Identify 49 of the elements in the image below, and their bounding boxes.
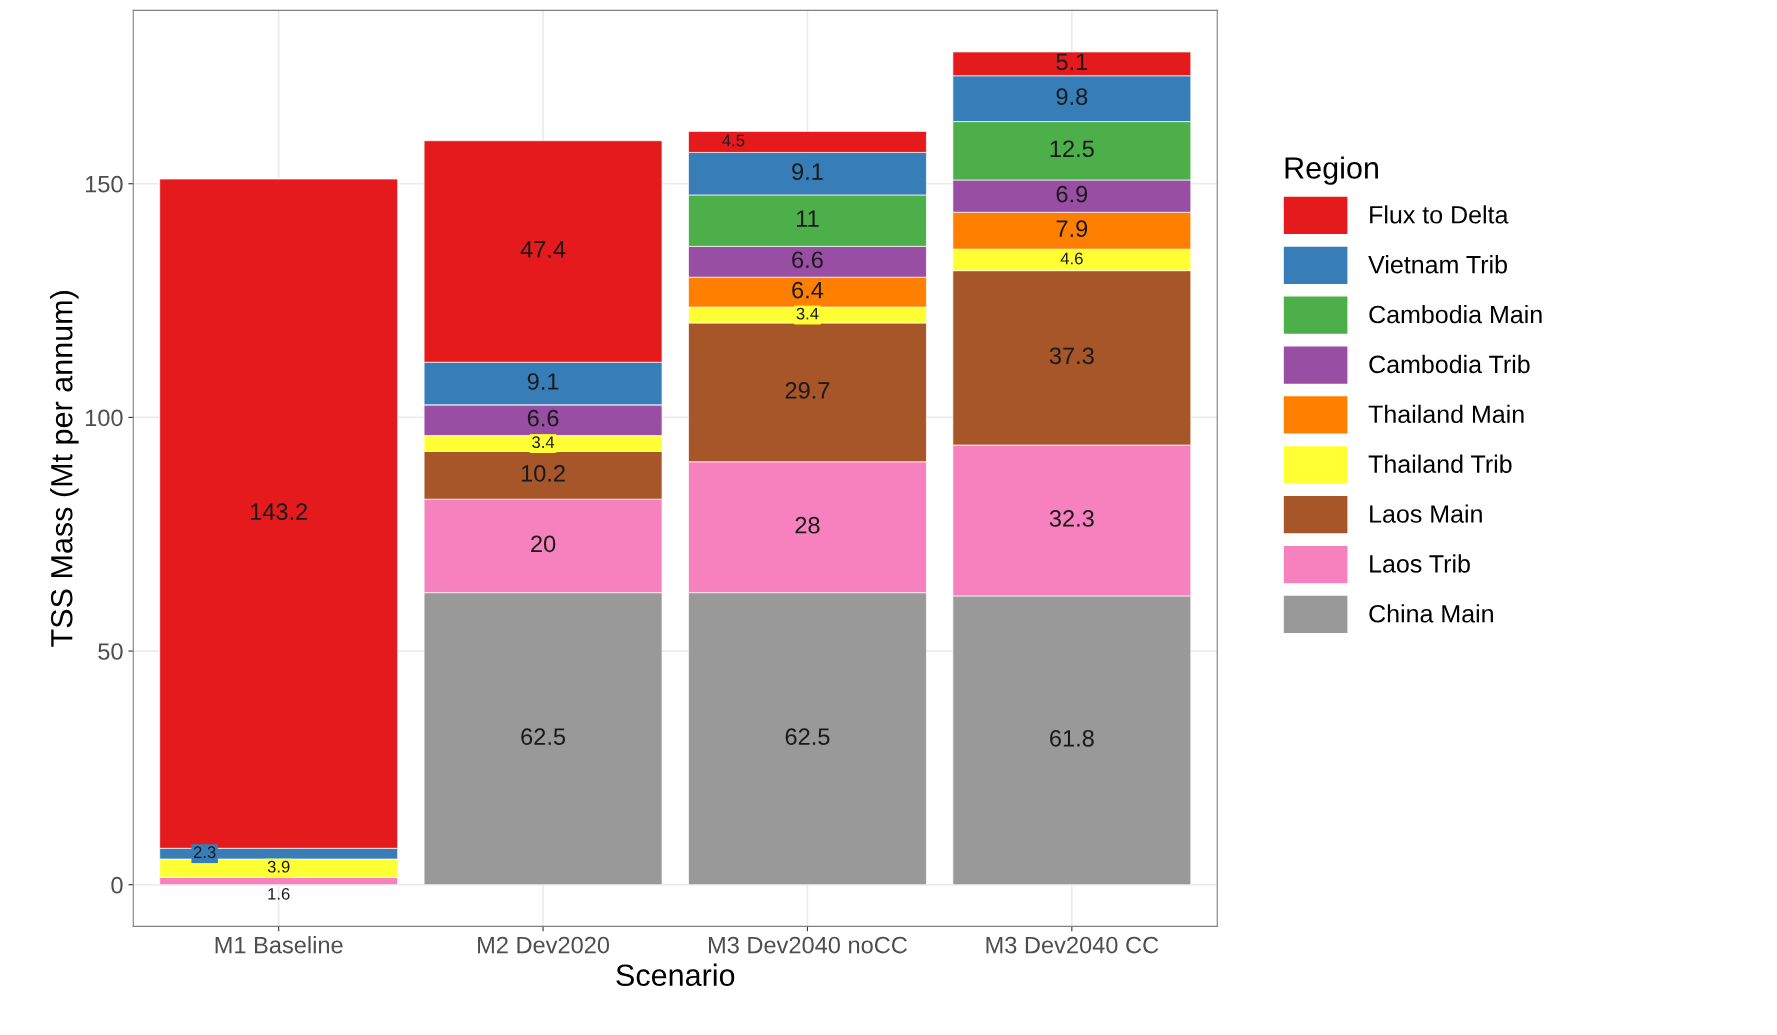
legend-label: Cambodia Trib xyxy=(1369,354,1530,374)
data-label: 7.9 xyxy=(1056,220,1088,238)
legend-label: Vietnam Trib xyxy=(1368,255,1507,274)
data-label: 3.9 xyxy=(267,860,290,873)
data-label: 47.4 xyxy=(520,241,566,258)
data-label: 6.4 xyxy=(792,281,824,299)
y-tick-label: 100 xyxy=(85,409,123,427)
x-axis-title: Scenario xyxy=(616,963,735,987)
data-label: 6.6 xyxy=(527,409,559,427)
data-label: 62.5 xyxy=(785,728,830,746)
data-label: 37.3 xyxy=(1049,347,1094,365)
data-label: 29.7 xyxy=(785,382,830,399)
y-tick-label: 150 xyxy=(85,175,123,193)
data-label: 20 xyxy=(531,535,556,553)
data-label: 4.5 xyxy=(722,134,745,147)
legend-label: Flux to Delta xyxy=(1370,205,1509,224)
legend-label: China Main xyxy=(1369,604,1493,623)
x-tick-label: M1 Baseline xyxy=(215,936,343,954)
data-label: 32.3 xyxy=(1049,510,1094,527)
y-tick-label: 0 xyxy=(111,876,123,894)
data-label: 1.6 xyxy=(268,887,290,900)
data-label: 62.5 xyxy=(521,728,566,746)
x-tick-label: M3 Dev2040 CC xyxy=(986,936,1159,954)
legend-label: Cambodia Main xyxy=(1369,305,1542,324)
data-label: 3.4 xyxy=(796,307,819,320)
legend-label: Thailand Trib xyxy=(1368,454,1512,473)
data-label: 10.2 xyxy=(521,464,565,482)
data-label: 2.3 xyxy=(193,846,216,859)
x-tick-label: M3 Dev2040 noCC xyxy=(708,936,907,954)
data-label: 6.9 xyxy=(1056,185,1088,203)
data-label: 12.5 xyxy=(1050,140,1094,158)
data-label: 3.4 xyxy=(532,436,555,449)
data-label: 9.1 xyxy=(792,163,823,181)
x-tick-label: M2 Dev2020 xyxy=(478,936,610,954)
data-label: 28 xyxy=(795,516,820,534)
data-label: 4.6 xyxy=(1060,252,1083,265)
legend-title: Region xyxy=(1285,156,1378,185)
data-label: 143.2 xyxy=(250,503,308,521)
data-label: 5.1 xyxy=(1056,53,1088,71)
y-axis-title: TSS Mass (Mt per annum) xyxy=(50,291,79,647)
legend-label: Thailand Main xyxy=(1368,404,1524,424)
data-label: 9.8 xyxy=(1056,88,1088,106)
legend-label: Laos Trib xyxy=(1370,554,1470,573)
data-label: 11 xyxy=(796,210,819,227)
legend-label: Laos Main xyxy=(1370,504,1482,523)
y-tick-label: 50 xyxy=(98,643,123,660)
data-label: 61.8 xyxy=(1050,729,1094,747)
data-label: 6.6 xyxy=(792,251,823,269)
data-label: 9.1 xyxy=(527,373,559,390)
